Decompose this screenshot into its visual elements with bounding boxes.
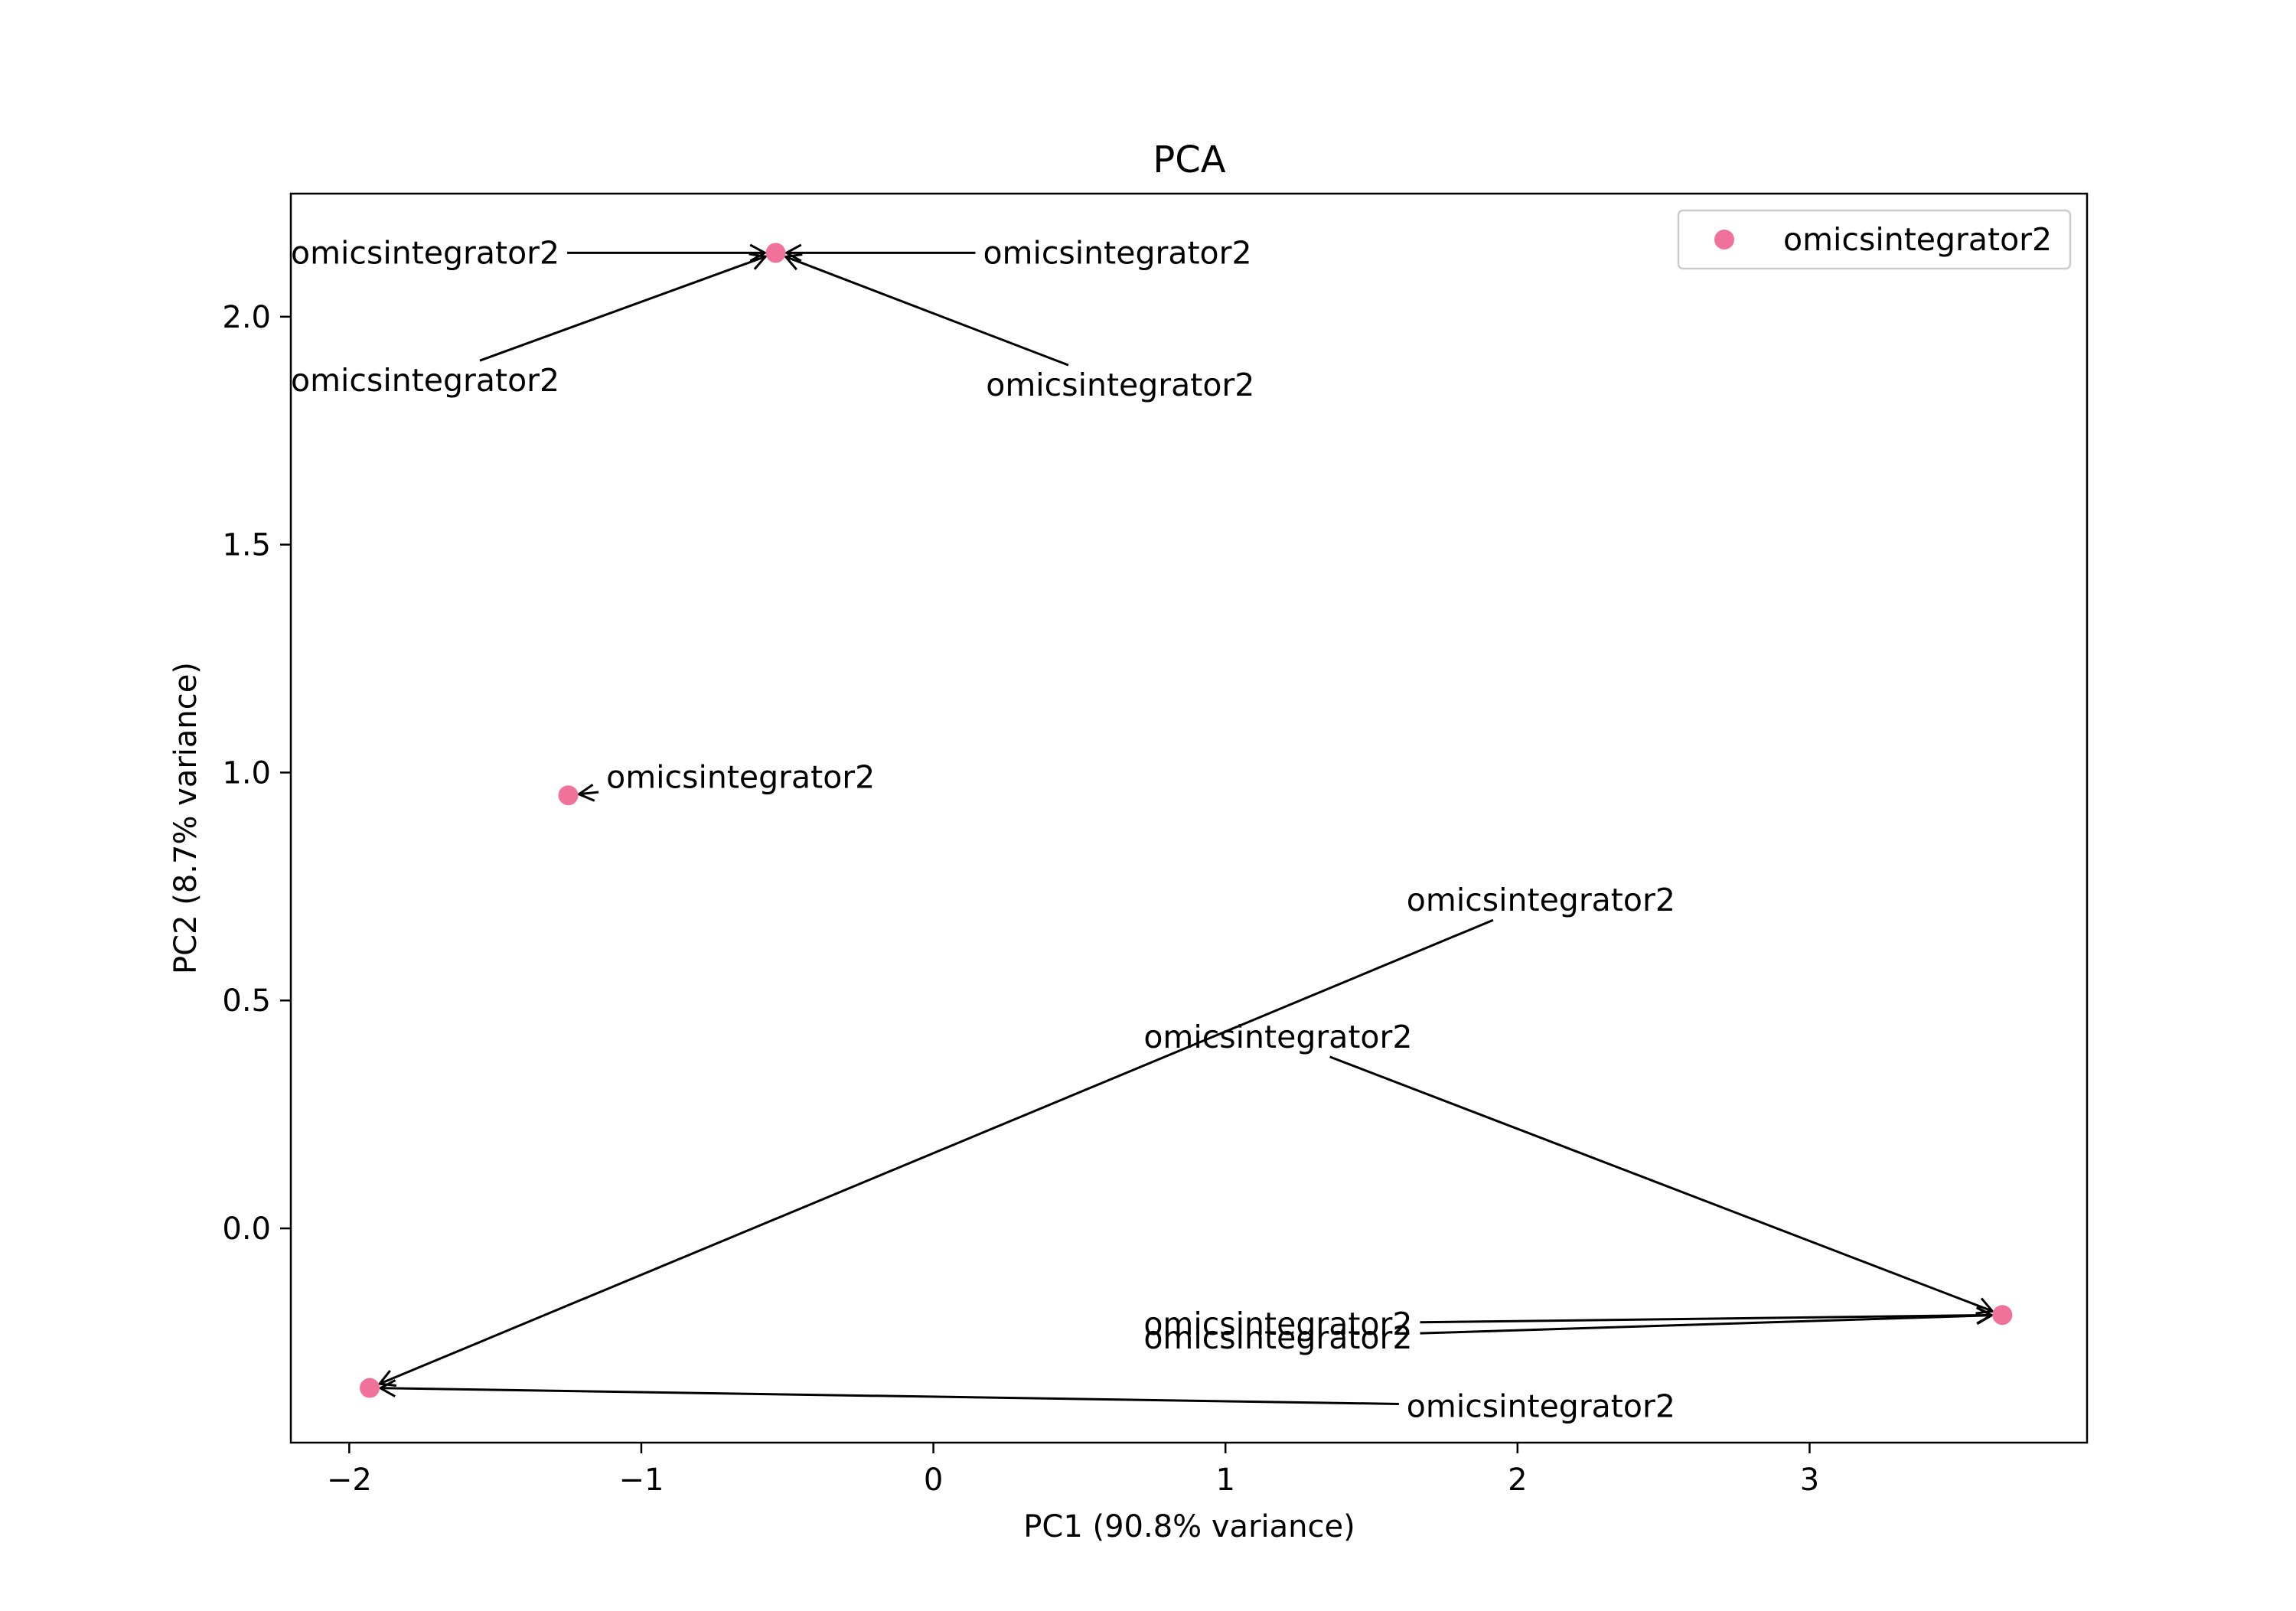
annotation-label: omicsintegrator2 bbox=[983, 234, 1251, 271]
legend-frame bbox=[1677, 209, 2072, 270]
y-tick-label: 0.5 bbox=[222, 983, 271, 1019]
legend-marker bbox=[1714, 230, 1734, 249]
x-tick-label: −1 bbox=[618, 1463, 664, 1498]
annotation-arrow bbox=[1420, 1313, 1992, 1324]
y-axis: 0.0 0.5 1.0 1.5 2.0 bbox=[222, 300, 291, 1247]
x-tick-label: −2 bbox=[327, 1463, 372, 1498]
x-tick-label: 1 bbox=[1215, 1463, 1234, 1498]
annotation-arrowhead bbox=[576, 783, 595, 802]
chart-title: PCA bbox=[1153, 139, 1225, 181]
y-tick-label: 1.0 bbox=[222, 755, 271, 791]
annotation-label: omicsintegrator2 bbox=[291, 234, 559, 271]
annotation-arrow bbox=[1329, 1055, 1993, 1313]
annotation-label: omicsintegrator2 bbox=[1407, 1388, 1675, 1424]
data-point bbox=[558, 785, 579, 806]
annotation-arrowhead bbox=[1975, 1297, 1995, 1315]
annotations: omicsintegrator2 omicsintegrator2omicsint… bbox=[291, 234, 1995, 1424]
annotation-arrow bbox=[1420, 1314, 1992, 1335]
annotation-arrowhead bbox=[784, 243, 802, 263]
plot-frame bbox=[289, 192, 2089, 1444]
annotation-label: omicsintegrator2 bbox=[986, 367, 1254, 403]
annotation-label: omicsintegrator2 bbox=[1143, 1306, 1412, 1342]
y-tick-label: 2.0 bbox=[222, 300, 271, 335]
annotation-label: omicsintegrator2 bbox=[291, 362, 559, 399]
annotation-arrow bbox=[785, 256, 1069, 367]
x-tick-label: 3 bbox=[1800, 1463, 1819, 1498]
data-points bbox=[360, 243, 2013, 1398]
annotation-arrowhead bbox=[783, 253, 803, 271]
annotation-label: omicsintegrator2 bbox=[1143, 1019, 1412, 1055]
annotation-arrowhead bbox=[377, 1370, 396, 1387]
x-axis: −2 −1 0 1 2 3 bbox=[327, 1443, 1819, 1498]
annotation-arrowhead bbox=[748, 253, 768, 270]
annotation-arrow bbox=[380, 1387, 1399, 1405]
annotation-label: omicsintegrator2 bbox=[1407, 882, 1675, 918]
data-point bbox=[765, 243, 786, 263]
y-tick-label: 0.0 bbox=[222, 1212, 271, 1247]
annotation-arrow bbox=[379, 918, 1494, 1385]
annotation-arrowhead bbox=[749, 243, 768, 263]
legend: omicsintegrator2 bbox=[1677, 209, 2072, 270]
annotation-arrowhead bbox=[377, 1379, 396, 1397]
legend-label: omicsintegrator2 bbox=[1783, 221, 2052, 258]
annotation-label: omicsintegrator2 bbox=[1143, 1319, 1412, 1356]
x-tick-label: 2 bbox=[1508, 1463, 1527, 1498]
annotation-arrow bbox=[479, 255, 766, 362]
y-axis-label: PC2 (8.7% variance) bbox=[168, 662, 204, 974]
annotation-label: omicsintegrator2 bbox=[606, 758, 875, 795]
x-tick-label: 0 bbox=[924, 1463, 943, 1498]
annotation-arrowhead bbox=[1976, 1306, 1994, 1326]
annotation-arrow bbox=[579, 791, 599, 796]
y-tick-label: 1.5 bbox=[222, 528, 271, 563]
x-axis-label: PC1 (90.8% variance) bbox=[1023, 1509, 1355, 1544]
data-point bbox=[1992, 1305, 2013, 1326]
data-point bbox=[360, 1378, 380, 1398]
